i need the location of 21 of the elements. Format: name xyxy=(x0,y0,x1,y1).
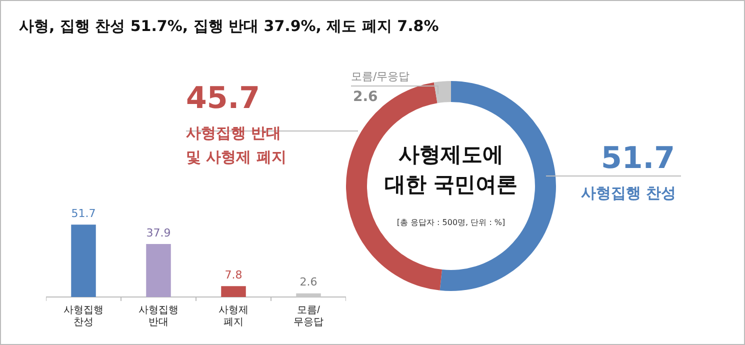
x-tick-label: 사형제 폐지 xyxy=(218,304,248,328)
bar xyxy=(296,293,321,297)
bar xyxy=(71,224,96,297)
slice-label: 모름/무응답 xyxy=(351,70,410,83)
data-label: 45.7 xyxy=(186,81,260,116)
bar xyxy=(146,244,171,297)
bar xyxy=(221,286,246,297)
data-label: 2.6 xyxy=(353,89,378,105)
x-tick-label: 사형집행 찬성 xyxy=(64,304,104,328)
data-label: 51.7 xyxy=(601,141,676,176)
x-tick-label: 사형집행 반대 xyxy=(138,304,178,328)
data-label: 37.9 xyxy=(146,226,171,240)
chart-title: 사형, 집행 찬성 51.7%, 집행 반대 37.9%, 제도 폐지 7.8% xyxy=(19,17,439,36)
text: [총 응답자 : 500명, 단위 : %] xyxy=(396,218,506,228)
x-tick-label: 모름/ 무응답 xyxy=(294,304,324,328)
text: 사형제도에 대한 국민여론 xyxy=(384,142,518,196)
data-label: 7.8 xyxy=(224,268,242,282)
data-label: 2.6 xyxy=(300,276,318,289)
slice-label: 사형집행 찬성 xyxy=(581,184,676,202)
data-label: 51.7 xyxy=(71,206,96,220)
slice-label: 사형집행 반대 및 사형제 폐지 xyxy=(186,124,286,166)
